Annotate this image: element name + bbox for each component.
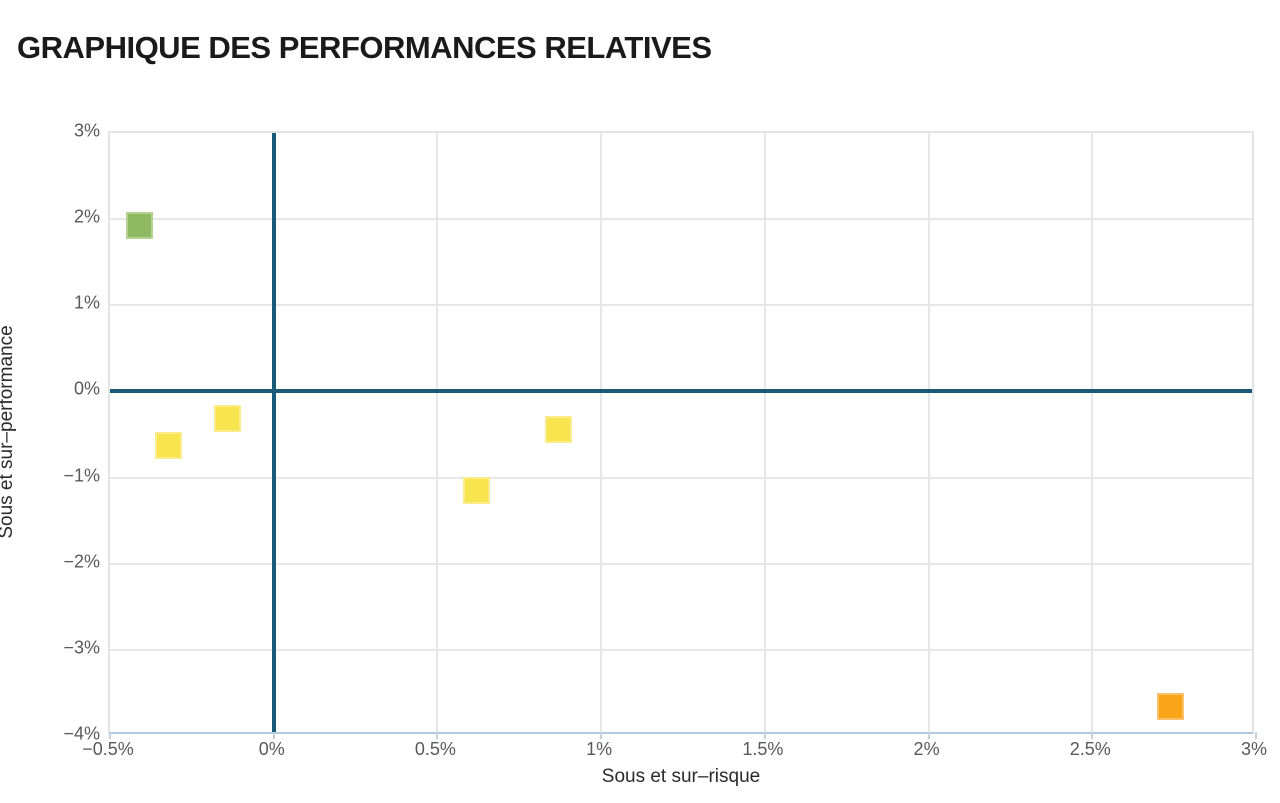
gridline-y — [110, 648, 1252, 651]
x-axis-tick-mark — [1091, 732, 1094, 739]
x-axis-tick-label: 2.5% — [1069, 739, 1111, 759]
y-axis-title: Sous et sur–performance — [0, 325, 17, 539]
x-axis-tick-mark — [109, 732, 111, 739]
x-axis-tick-mark — [763, 732, 766, 739]
x-axis-tick-mark — [272, 732, 275, 739]
x-axis-tick-label: 0% — [258, 739, 285, 759]
y-axis-tick-label: −3% — [63, 637, 100, 658]
x-axis-title: Sous et sur–risque — [601, 766, 761, 787]
y-axis-tick-label: −1% — [63, 465, 100, 486]
x-axis-tick-label: −0.5% — [82, 739, 134, 759]
zero-line-horizontal — [110, 389, 1252, 394]
gridline-x — [600, 133, 603, 732]
x-axis-tick-label: 3% — [1240, 739, 1268, 759]
data-point-yellow — [155, 432, 183, 460]
gridline-y — [110, 476, 1252, 479]
y-axis-tick-label: 3% — [73, 120, 100, 141]
gridline-y — [110, 218, 1252, 221]
data-point-green — [125, 211, 153, 239]
plot-area — [108, 131, 1257, 739]
gridline-y — [110, 562, 1252, 565]
y-axis-tick-label: −4% — [63, 723, 100, 744]
y-axis-tick-label: 2% — [73, 206, 100, 227]
y-axis-tick-label: −2% — [63, 551, 100, 572]
x-axis-tick-label: 0.5% — [414, 739, 456, 759]
zero-line-vertical — [271, 133, 276, 732]
y-axis-tick-label: 0% — [73, 378, 100, 399]
gridline-x — [436, 133, 439, 732]
x-axis-tick-mark — [600, 732, 603, 739]
data-point-yellow — [214, 404, 242, 432]
gridline-x — [763, 133, 766, 732]
x-axis-tick-mark — [436, 732, 439, 739]
x-axis-tick-label: 1% — [586, 739, 613, 759]
data-point-yellow — [463, 476, 491, 504]
x-axis-tick-label: 2% — [913, 739, 940, 759]
y-axis-tick-label: 1% — [73, 292, 100, 313]
gridline-y — [110, 304, 1252, 307]
x-axis-tick-mark — [927, 732, 930, 739]
gridline-x — [927, 133, 930, 732]
chart-title: GRAPHIQUE DES PERFORMANCES RELATIVES — [17, 30, 712, 65]
data-point-yellow — [545, 415, 573, 443]
data-point-orange — [1157, 693, 1185, 721]
x-axis-tick-label: 1.5% — [742, 739, 784, 759]
gridline-x — [1091, 133, 1094, 732]
x-axis-tick-mark — [1255, 732, 1257, 739]
